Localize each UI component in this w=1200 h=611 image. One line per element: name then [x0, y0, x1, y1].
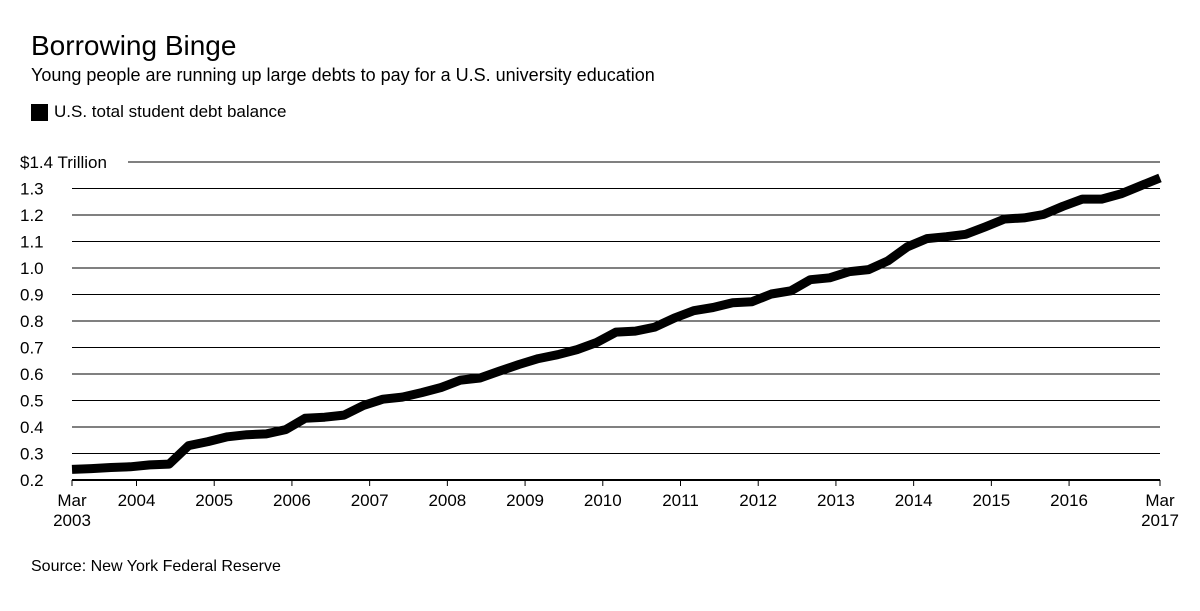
y-tick-label: 0.6: [20, 365, 44, 384]
y-tick-label: 0.7: [20, 339, 44, 358]
x-tick-label: Mar: [57, 491, 87, 510]
y-tick-label: 0.5: [20, 392, 44, 411]
y-tick-label: $1.4 Trillion: [20, 153, 107, 172]
x-tick-label: 2013: [817, 491, 855, 510]
x-tick-label: 2008: [428, 491, 466, 510]
x-tick-label: 2009: [506, 491, 544, 510]
x-tick-label: 2016: [1050, 491, 1088, 510]
legend-swatch: [31, 103, 48, 121]
chart-subtitle: Young people are running up large debts …: [31, 65, 655, 85]
series-line: [71, 173, 1162, 474]
y-tick-label: 1.2: [20, 206, 44, 225]
x-tick-label: 2004: [118, 491, 156, 510]
x-tick-label-year: 2017: [1141, 511, 1179, 530]
gridlines: [72, 161, 1160, 454]
y-tick-label: 0.9: [20, 286, 44, 305]
y-axis-labels: $1.4 Trillion 1.3 1.2 1.1 1.0 0.9 0.8 0.7 0.6 0.5…: [20, 153, 107, 490]
y-tick-label: 0.8: [20, 312, 44, 331]
y-tick-label: 0.2: [20, 471, 44, 490]
chart-title: Borrowing Binge: [31, 30, 237, 61]
x-tick-label: 2011: [662, 491, 699, 510]
x-axis: [71, 479, 1161, 486]
legend-label: U.S. total student debt balance: [54, 102, 287, 121]
source-note: Source: New York Federal Reserve: [31, 558, 281, 575]
y-tick-label: 1.1: [20, 233, 44, 252]
x-tick-label: 2010: [584, 491, 622, 510]
series-group: [71, 173, 1162, 474]
y-tick-label: 0.4: [20, 418, 44, 437]
y-tick-label: 1.0: [20, 259, 44, 278]
x-tick-label: 2007: [351, 491, 389, 510]
y-tick-label: 1.3: [20, 180, 44, 199]
legend: U.S. total student debt balance: [31, 102, 287, 122]
y-tick-label: 0.3: [20, 445, 44, 464]
x-tick-label: 2005: [195, 491, 233, 510]
x-tick-label: 2015: [972, 491, 1010, 510]
x-tick-label: 2012: [739, 491, 777, 510]
x-tick-label: Mar: [1145, 491, 1175, 510]
x-tick-label: 2014: [895, 491, 933, 510]
x-tick-label-year: 2003: [53, 511, 91, 530]
x-tick-label: 2006: [273, 491, 311, 510]
